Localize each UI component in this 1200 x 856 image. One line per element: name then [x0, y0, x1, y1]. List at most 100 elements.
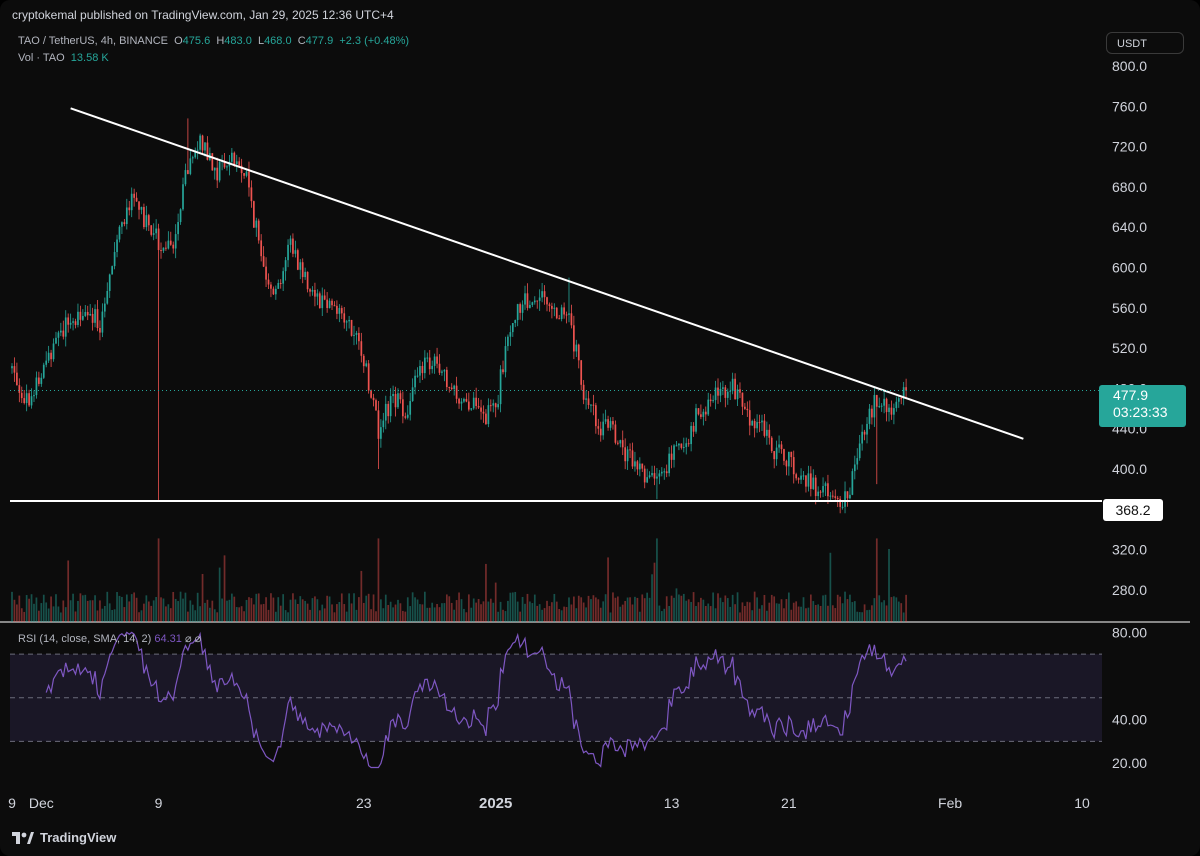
volume-bar [739, 612, 741, 622]
volume-bar [421, 604, 424, 622]
candle-body [294, 250, 297, 254]
volume-bar [228, 599, 231, 622]
candle-body [42, 364, 45, 378]
candle-body [311, 289, 314, 292]
candle-body [133, 193, 136, 198]
candle-body [897, 398, 900, 402]
candle-body [145, 215, 148, 228]
price-tick-label: 400.0 [1112, 461, 1147, 477]
volume-bar [402, 610, 404, 622]
volume-bar [717, 593, 719, 622]
candle-body [443, 369, 446, 372]
volume-bar [182, 598, 184, 622]
volume-bar [57, 606, 60, 622]
volume-bar [60, 612, 62, 622]
volume-label[interactable]: Vol · TAO [18, 52, 65, 64]
candle-body [763, 420, 766, 436]
candle-body [160, 250, 162, 252]
candle-body [64, 317, 67, 337]
volume-bar [333, 612, 336, 622]
volume-bar [177, 601, 179, 622]
candle-body [883, 398, 885, 406]
volume-bar [595, 597, 597, 622]
candle-body [531, 302, 534, 306]
candle-body [861, 431, 863, 444]
volume-bar [685, 600, 688, 622]
volume-bar [255, 593, 258, 622]
candle-body [140, 207, 143, 210]
volume-bar [160, 597, 162, 622]
candle-body [252, 201, 255, 228]
candle-body [812, 477, 815, 489]
currency-selector[interactable]: USDT [1106, 32, 1184, 54]
volume-bar [277, 597, 280, 622]
volume-bar [289, 599, 292, 622]
candle-body [101, 311, 104, 333]
volume-bar [245, 599, 248, 622]
candle-body [458, 398, 460, 404]
candle-body [880, 405, 883, 407]
rsi-line [45, 631, 907, 769]
publisher-header: cryptokemal published on TradingView.com… [12, 8, 394, 22]
volume-bar [443, 603, 446, 622]
volume-bar [218, 567, 221, 622]
volume-bar [763, 594, 766, 622]
volume-bar [824, 594, 827, 622]
candle-body [585, 398, 587, 400]
volume-bar [768, 602, 771, 622]
tradingview-footer: TradingView [12, 830, 116, 845]
candle-body [868, 408, 871, 424]
volume-bar [194, 610, 197, 622]
volume-bar [377, 538, 380, 622]
volume-bar [597, 599, 600, 622]
candle-body [169, 240, 172, 245]
candle-body [704, 411, 707, 415]
volume-bar [162, 598, 165, 622]
volume-bar [353, 593, 355, 622]
candle-body [590, 404, 592, 406]
candle-body [284, 260, 287, 272]
volume-bar [812, 601, 815, 622]
volume-bar [783, 608, 785, 622]
volume-bar [211, 600, 214, 622]
candle-body [565, 314, 568, 316]
volume-bar [372, 594, 375, 622]
candle-body [328, 300, 331, 308]
volume-bar [406, 597, 409, 622]
symbol-legend: TAO / TetherUS, 4h, BINANCE O475.6 H483.… [18, 35, 409, 47]
candle-body [692, 425, 695, 432]
volume-bar [707, 603, 710, 622]
candle-body [758, 422, 761, 424]
volume-bar [267, 609, 270, 622]
volume-bar [641, 594, 644, 622]
volume-bar [414, 597, 416, 622]
candle-body [316, 293, 319, 297]
candle-body [135, 197, 138, 202]
volume-bar [592, 595, 595, 622]
volume-bar [23, 611, 26, 622]
volume-bar [531, 603, 534, 622]
candle-body [213, 167, 216, 171]
volume-bar [428, 607, 431, 622]
volume-bar [294, 599, 297, 622]
candle-body [387, 403, 390, 417]
candle-body [233, 152, 236, 165]
symbol-label[interactable]: TAO / TetherUS, 4h, BINANCE [18, 35, 168, 47]
candle-body [719, 388, 722, 396]
volume-bar [272, 597, 275, 622]
candle-body [470, 408, 473, 410]
rsi-label[interactable]: RSI (14, close, SMA, 14, 2) [18, 633, 152, 645]
volume-bar [773, 596, 776, 622]
candle-body [575, 344, 578, 352]
rsi-visibility-icons[interactable]: ⌀ ⌀ [184, 633, 202, 645]
volume-bar [643, 598, 646, 622]
volume-bar [880, 602, 883, 622]
candle-body [638, 463, 641, 470]
candle-body [94, 309, 96, 323]
candle-body [641, 463, 644, 469]
volume-bar [585, 607, 587, 622]
volume-bar [497, 611, 499, 622]
volume-bar [607, 557, 609, 622]
volume-bar [724, 595, 727, 622]
